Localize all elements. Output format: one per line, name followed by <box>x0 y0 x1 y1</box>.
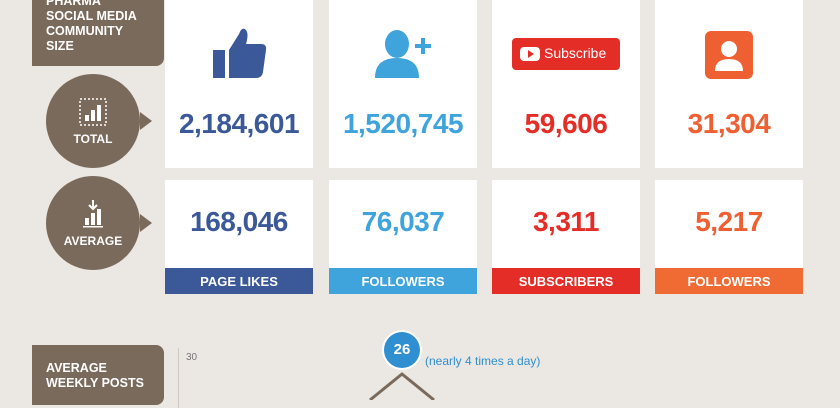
total-label: TOTAL <box>73 132 113 146</box>
title-line: COMMUNITY <box>46 24 124 38</box>
play-icon <box>520 47 540 61</box>
youtube-average-value: 3,311 <box>532 206 600 237</box>
google-plus-total-value: 31,304 <box>687 108 771 139</box>
total-arrow <box>140 112 152 130</box>
peak-note: (nearly 4 times a day) <box>425 354 541 368</box>
facebook-average-value: 168,046 <box>190 206 288 237</box>
title-line: PHARMA <box>46 0 101 8</box>
google-plus-metric-label: FOLLOWERS <box>655 268 803 294</box>
peak-value-bubble: 26 <box>384 332 420 368</box>
facebook-average-card: 168,046 <box>165 180 313 268</box>
facebook-total-value: 2,184,601 <box>178 108 300 139</box>
google-plus-average-card: 5,217 <box>655 180 803 268</box>
average-label: AVERAGE <box>63 234 123 248</box>
subscribe-text: Subscribe <box>544 45 607 61</box>
total-row-badge: TOTAL <box>46 74 140 168</box>
subscribe-button-icon: Subscribe <box>512 38 620 70</box>
google-plus-total-card: 31,304 <box>655 0 803 168</box>
profile-icon <box>705 31 753 79</box>
weekly-title-line: WEEKLY POSTS <box>46 376 144 390</box>
weekly-posts-line <box>369 372 435 400</box>
twitter-metric-label: FOLLOWERS <box>329 268 477 294</box>
average-arrow <box>140 214 152 232</box>
facebook-metric-label: PAGE LIKES <box>165 268 313 294</box>
youtube-metric-label: SUBSCRIBERS <box>492 268 640 294</box>
title-line: SOCIAL MEDIA <box>46 9 137 23</box>
average-row-badge: AVERAGE <box>46 176 140 270</box>
weekly-title-line: AVERAGE <box>46 361 107 375</box>
twitter-average-value: 76,037 <box>361 206 445 237</box>
youtube-total-card: Subscribe 59,606 <box>492 0 640 168</box>
facebook-total-card: 2,184,601 <box>165 0 313 168</box>
y-axis <box>178 348 179 408</box>
youtube-average-card: 3,311 <box>492 180 640 268</box>
twitter-total-card: 1,520,745 <box>329 0 477 168</box>
weekly-posts-tag: AVERAGE WEEKLY POSTS <box>32 345 164 405</box>
add-user-icon <box>375 30 431 78</box>
twitter-average-card: 76,037 <box>329 180 477 268</box>
google-plus-average-value: 5,217 <box>695 206 763 237</box>
average-chart-icon <box>83 200 103 228</box>
bar-chart-box-icon <box>79 98 107 126</box>
thumbs-up-icon <box>213 28 267 79</box>
youtube-total-value: 59,606 <box>524 108 608 139</box>
section-title-tag: PHARMA SOCIAL MEDIA COMMUNITY SIZE <box>32 0 164 66</box>
y-axis-tick-label: 30 <box>186 352 198 363</box>
twitter-total-value: 1,520,745 <box>342 108 464 139</box>
title-line: SIZE <box>46 39 74 53</box>
